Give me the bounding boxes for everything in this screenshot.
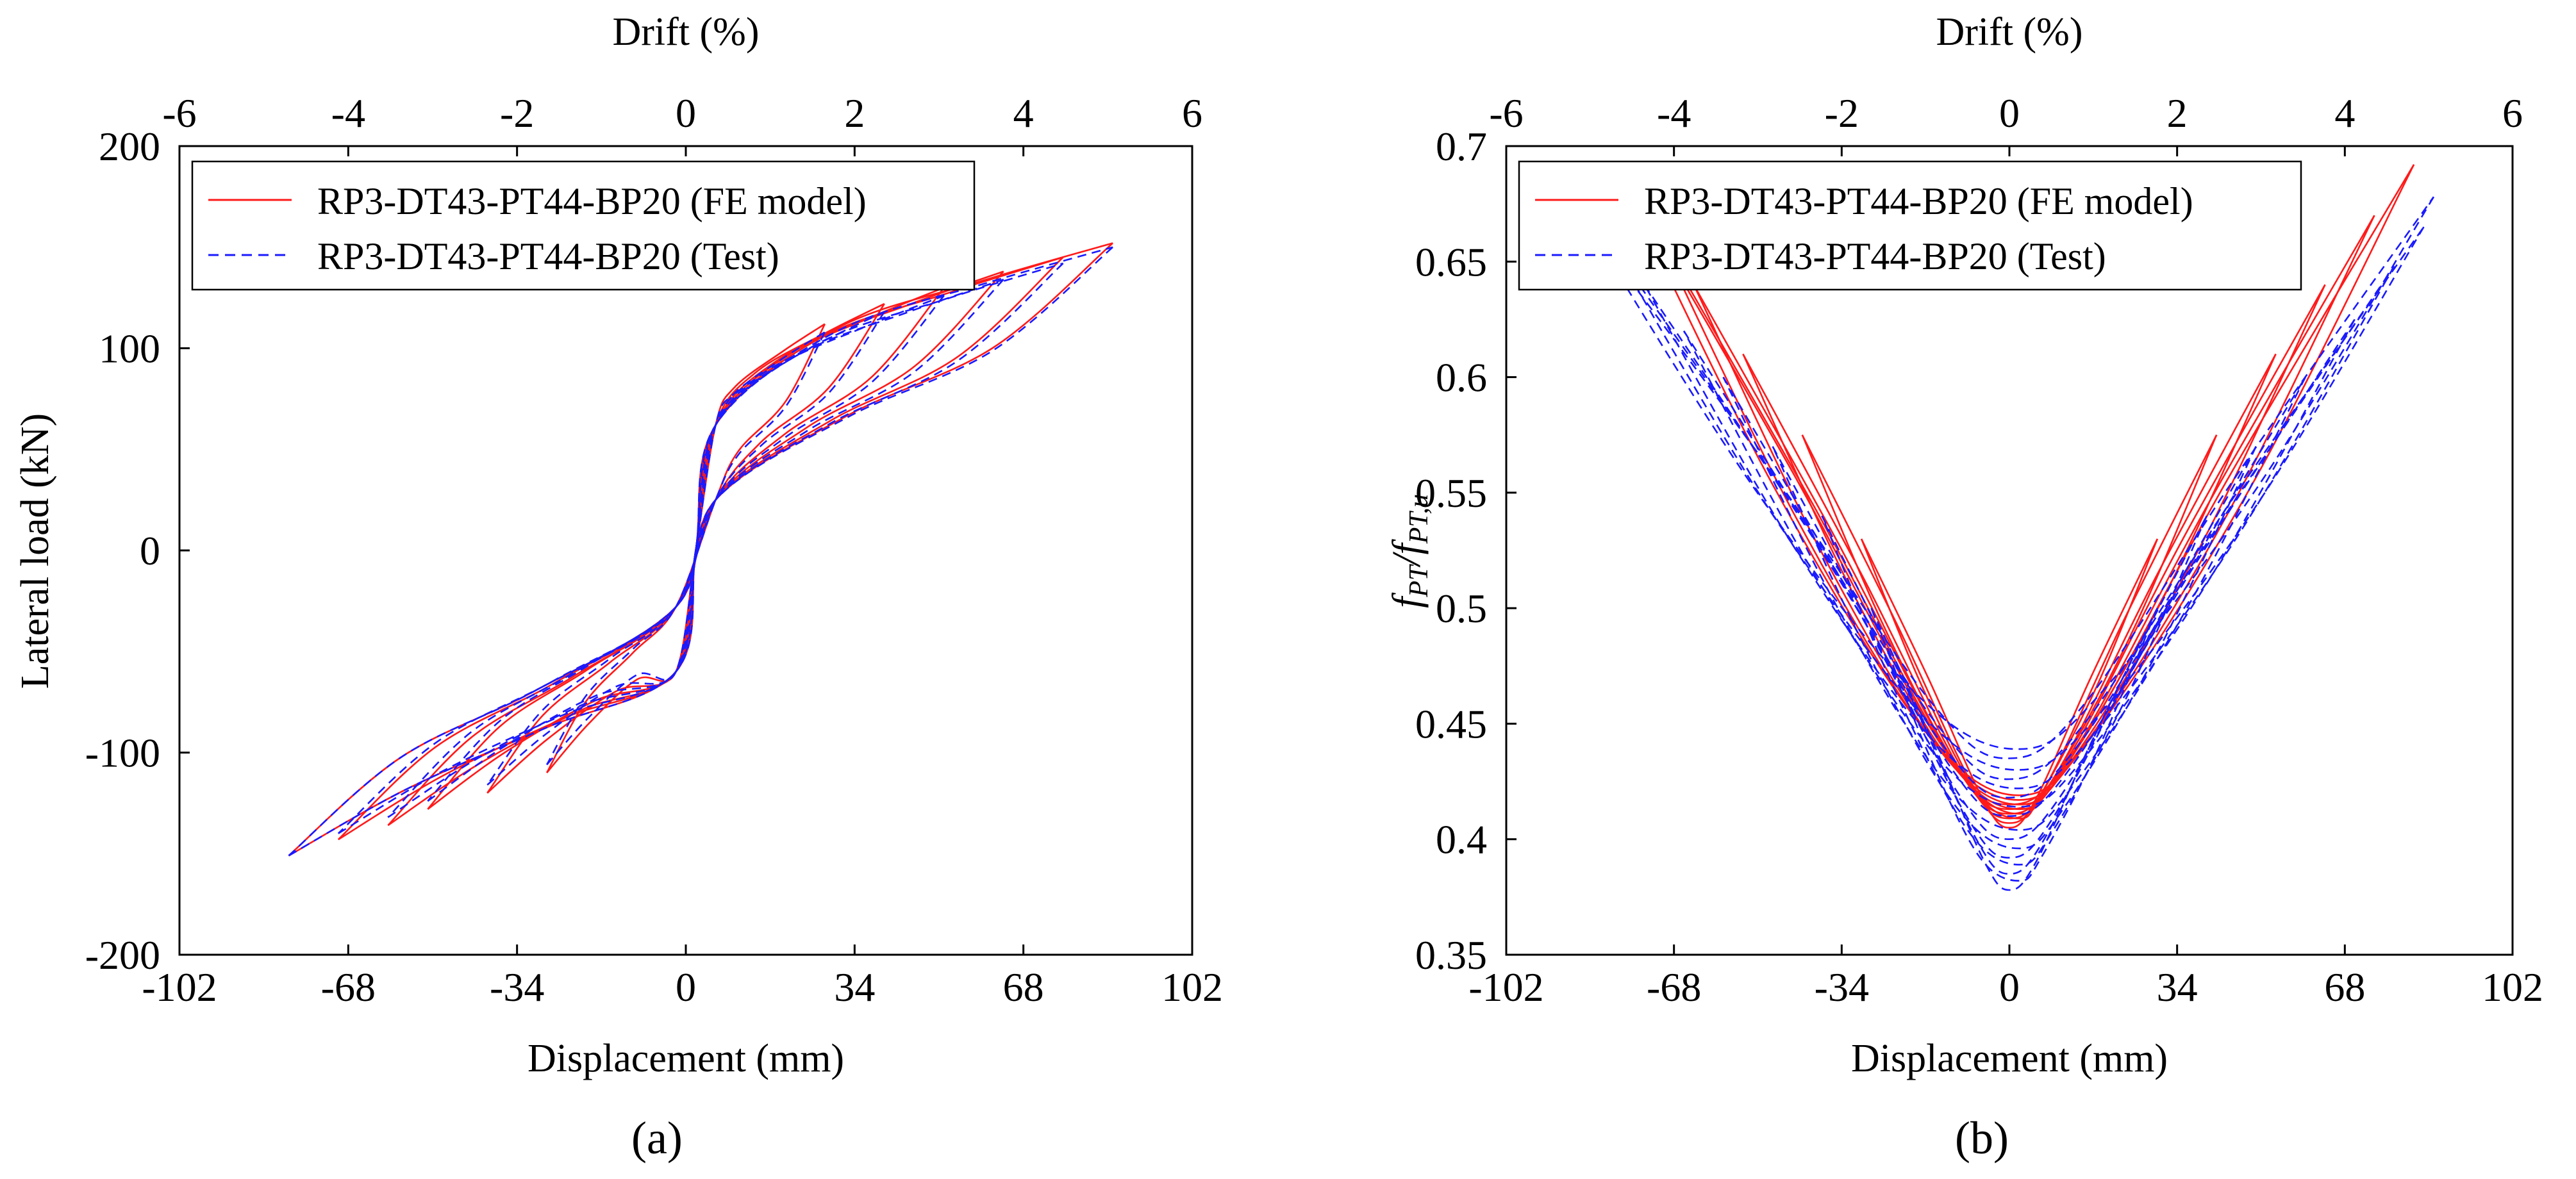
panel-b-x-axis-label: Displacement (mm): [1851, 1037, 2168, 1080]
panel-a-legend-label-fe: RP3-DT43-PT44-BP20 (FE model): [317, 180, 867, 222]
panel-a-curves: [288, 242, 1113, 857]
test-curve: [1643, 265, 2395, 789]
test-curve: [1821, 515, 2207, 875]
panel-b-legend-label-test: RP3-DT43-PT44-BP20 (Test): [1644, 235, 2106, 277]
test-curve: [338, 262, 1063, 834]
fe-model-curve: [1860, 538, 2159, 829]
b-xtick-label: -68: [1647, 964, 1701, 1010]
a-xtick-label: 34: [834, 964, 875, 1010]
test-curve: [288, 246, 1113, 857]
panel-b-ylabel-sub2: PT,u: [1404, 494, 1434, 544]
a-ytick-label: -200: [85, 932, 160, 978]
b-ytick-label: 0.35: [1415, 932, 1487, 978]
test-curve: [337, 263, 1064, 834]
b-ytick-label: 0.5: [1436, 586, 1487, 631]
a-x2tick-label: -4: [331, 90, 365, 136]
b-x2tick-label: -6: [1489, 90, 1523, 136]
b-ytick-label: 0.45: [1415, 701, 1487, 746]
fe-model-curve: [1742, 353, 2277, 820]
test-curve: [1772, 446, 2257, 850]
panel-b-legend: RP3-DT43-PT44-BP20 (FE model) RP3-DT43-P…: [1518, 160, 2302, 291]
panel-b-legend-label-fe: RP3-DT43-PT44-BP20 (FE model): [1644, 180, 2193, 222]
test-curve: [1683, 318, 2356, 818]
panel-b-top-axis-label: Drift (%): [1936, 10, 2083, 54]
a-x2tick-label: 4: [1013, 90, 1034, 136]
a-xtick-label: 102: [1161, 964, 1223, 1010]
a-ytick-label: 200: [99, 124, 160, 169]
panel-b-ylabel-sub1: PT: [1404, 564, 1434, 598]
b-xtick-label: 68: [2324, 964, 2365, 1010]
panel-b-label: (b): [1955, 1112, 2009, 1164]
panel-b-curves: [1584, 164, 2435, 891]
fe-model-curve: [1653, 215, 2375, 811]
test-curve: [427, 295, 945, 802]
panel-a-x-axis-label: Displacement (mm): [528, 1037, 844, 1080]
a-xtick-label: 68: [1003, 964, 1044, 1010]
panel-a-legend-label-test: RP3-DT43-PT44-BP20 (Test): [317, 235, 779, 277]
b-xtick-label: 34: [2157, 964, 2198, 1010]
a-xtick-label: -34: [490, 964, 544, 1010]
b-x2tick-label: -2: [1825, 90, 1859, 136]
test-curve: [1643, 265, 2395, 799]
test-curve: [1614, 226, 2425, 780]
test-curve: [1722, 376, 2306, 841]
panel-a-legend-box: [191, 160, 976, 291]
a-ytick-label: 0: [140, 528, 160, 573]
panel-b-legend-box: [1518, 160, 2302, 291]
test-curve: [1614, 226, 2425, 771]
b-ytick-label: 0.4: [1436, 817, 1487, 862]
b-ytick-label: 0.7: [1436, 124, 1487, 169]
panel-b: Drift (%) -6 -4 -2 0 2 4 6 -102 -68 -34 0 34 68 102 …: [1385, 10, 2543, 1164]
b-ytick-label: 0.65: [1415, 239, 1487, 284]
b-x2tick-label: 0: [1999, 90, 2020, 136]
panel-b-left-ticks: 0.7 0.65 0.6 0.55 0.5 0.45 0.4 0.35: [1415, 124, 1517, 978]
a-x2tick-label: -2: [500, 90, 534, 136]
a-x2tick-label: 0: [676, 90, 696, 136]
fe-model-curve: [1801, 434, 2218, 815]
fe-model-curve: [1614, 164, 2415, 805]
a-x2tick-label: 2: [844, 90, 865, 136]
a-xtick-label: -102: [142, 964, 217, 1010]
b-xtick-label: 0: [1999, 964, 2020, 1010]
b-ytick-label: 0.55: [1415, 470, 1487, 516]
test-curve: [1821, 515, 2207, 866]
test-curve: [1584, 196, 2434, 759]
test-curve: [1772, 446, 2257, 859]
fe-model-curve: [1801, 434, 2218, 824]
a-x2tick-label: -6: [162, 90, 196, 136]
panel-a-bottom-ticks: -102 -68 -34 0 34 68 102: [142, 944, 1223, 1010]
panel-a-legend: RP3-DT43-PT44-BP20 (FE model) RP3-DT43-P…: [191, 160, 976, 291]
a-xtick-label: 0: [676, 964, 696, 1010]
fe-model-curve: [1860, 538, 2159, 820]
panel-a: Drift (%) -6 -4 -2 0 2 4 6 -102 -68 -34 0 34 68 102 …: [13, 10, 1223, 1164]
test-curve: [387, 279, 1004, 818]
b-x2tick-label: 4: [2334, 90, 2355, 136]
panel-a-top-axis-label: Drift (%): [613, 10, 760, 54]
a-ytick-label: -100: [85, 730, 160, 776]
panel-a-top-ticks: -6 -4 -2 0 2 4 6: [162, 90, 1202, 156]
a-x2tick-label: 6: [1182, 90, 1202, 136]
panel-b-bottom-ticks: -102 -68 -34 0 34 68 102: [1468, 944, 2543, 1010]
panel-b-axes-box: [1505, 145, 2514, 956]
b-xtick-label: -102: [1468, 964, 1543, 1010]
panel-b-top-ticks: -6 -4 -2 0 2 4 6: [1489, 90, 2523, 156]
test-curve: [1584, 196, 2435, 750]
b-ytick-label: 0.6: [1436, 355, 1487, 400]
panel-a-y-axis-label: Lateral load (kN): [13, 413, 57, 689]
b-xtick-label: -34: [1815, 964, 1869, 1010]
a-ytick-label: 100: [99, 326, 160, 372]
test-curve: [486, 311, 885, 786]
test-curve: [1722, 377, 2306, 831]
panel-a-label: (a): [631, 1112, 683, 1164]
b-x2tick-label: 2: [2167, 90, 2188, 136]
fe-model-curve: [1693, 284, 2326, 815]
b-xtick-label: 102: [2482, 964, 2543, 1010]
panel-a-axes-box: [178, 145, 1193, 956]
b-x2tick-label: 6: [2502, 90, 2523, 136]
a-xtick-label: -68: [321, 964, 376, 1010]
panel-a-left-ticks: 200 100 0 -100 -200: [85, 124, 190, 978]
b-x2tick-label: -4: [1657, 90, 1691, 136]
